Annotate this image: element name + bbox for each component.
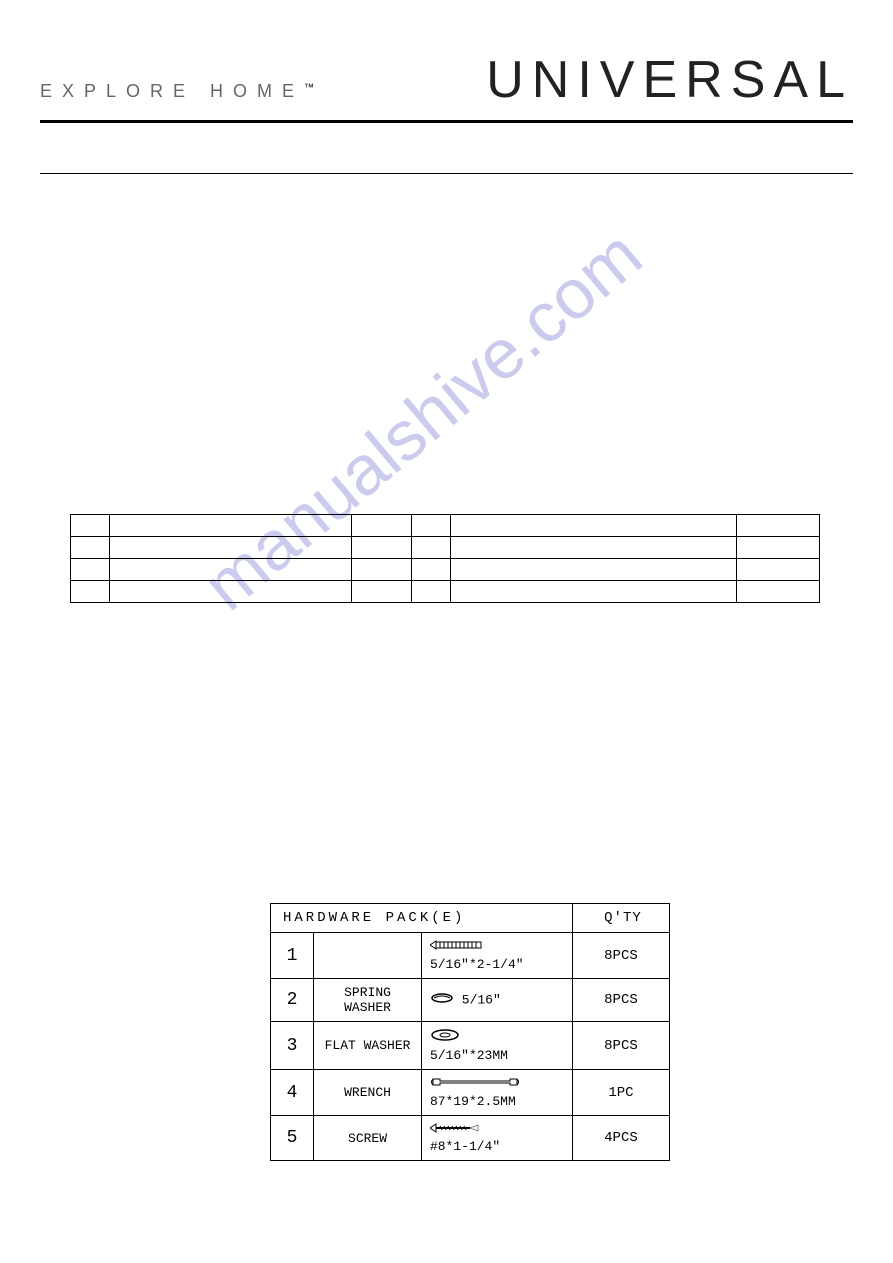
hw-qty-cell: 1PC xyxy=(572,1070,669,1116)
hardware-header-row: HARDWARE PACK(E) Q'TY xyxy=(271,904,670,933)
spring-washer-icon xyxy=(430,992,454,1008)
hw-qty-cell: 4PCS xyxy=(572,1116,669,1161)
hardware-row: 2 SPRING WASHER 5/16" 8PCS xyxy=(271,979,670,1022)
hw-number: 1 xyxy=(271,933,314,979)
hw-qty-cell: 8PCS xyxy=(572,979,669,1022)
parts-list-table xyxy=(70,514,820,603)
flat-washer-icon xyxy=(430,1028,564,1046)
page-header: EXPLORE HOME™ UNIVERSAL xyxy=(40,50,853,123)
hardware-row: 1 5/16"*2-1/4" 8PCS xyxy=(271,933,670,979)
hw-spec-cell: 5/16" xyxy=(421,979,572,1022)
hw-name-cell: SPRING WASHER xyxy=(314,979,422,1022)
hw-number: 5 xyxy=(271,1116,314,1161)
bolt-icon xyxy=(430,939,564,955)
hw-name-cell: WRENCH xyxy=(314,1070,422,1116)
table-row xyxy=(71,537,820,559)
hw-number: 2 xyxy=(271,979,314,1022)
tagline-text: EXPLORE HOME xyxy=(40,81,304,101)
hw-name-cell xyxy=(314,933,422,979)
divider-line xyxy=(40,173,853,174)
hw-qty-cell: 8PCS xyxy=(572,1022,669,1070)
hardware-pack-table: HARDWARE PACK(E) Q'TY 1 5/16"*2-1/4" 8PC… xyxy=(270,903,670,1161)
screw-icon xyxy=(430,1122,564,1137)
table-row xyxy=(71,581,820,603)
hardware-title: HARDWARE PACK(E) xyxy=(271,904,573,933)
hardware-row: 3 FLAT WASHER 5/16"*23MM 8PCS xyxy=(271,1022,670,1070)
hw-number: 3 xyxy=(271,1022,314,1070)
hardware-row: 5 SCREW #8*1-1/4" 4PCS xyxy=(271,1116,670,1161)
qty-header: Q'TY xyxy=(572,904,669,933)
hardware-row: 4 WRENCH 87*19*2.5MM 1PC xyxy=(271,1070,670,1116)
hw-qty-cell: 8PCS xyxy=(572,933,669,979)
wrench-icon xyxy=(430,1076,564,1092)
hw-spec-cell: 87*19*2.5MM xyxy=(421,1070,572,1116)
hw-name-cell: SCREW xyxy=(314,1116,422,1161)
trademark-symbol: ™ xyxy=(304,83,314,94)
table-row xyxy=(71,515,820,537)
table-row xyxy=(71,559,820,581)
hw-number: 4 xyxy=(271,1070,314,1116)
hw-name-cell: FLAT WASHER xyxy=(314,1022,422,1070)
hw-spec-cell: 5/16"*2-1/4" xyxy=(421,933,572,979)
hw-spec-cell: #8*1-1/4" xyxy=(421,1116,572,1161)
hw-spec-cell: 5/16"*23MM xyxy=(421,1022,572,1070)
brand-name: UNIVERSAL xyxy=(486,50,853,110)
